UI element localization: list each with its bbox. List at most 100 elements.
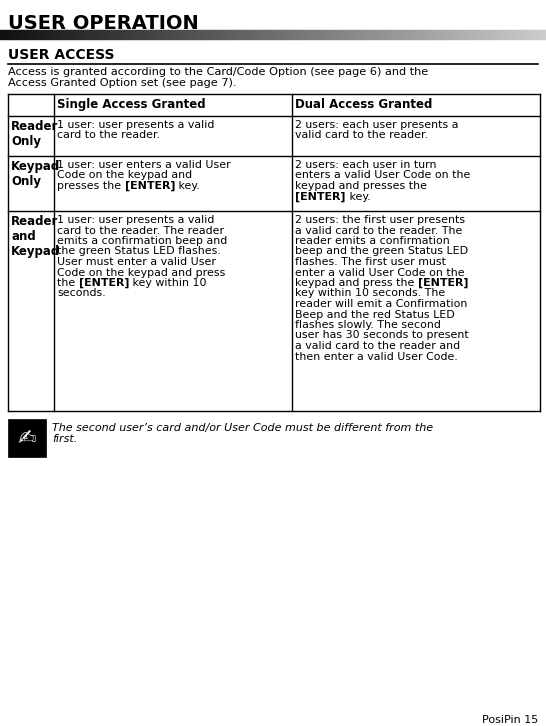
Bar <box>462 30 464 39</box>
Bar <box>530 30 531 39</box>
Bar <box>76 30 78 39</box>
Bar <box>111 30 112 39</box>
Bar <box>349 30 351 39</box>
Bar <box>8 30 10 39</box>
Bar <box>428 30 430 39</box>
Bar <box>502 30 503 39</box>
Bar <box>22 30 23 39</box>
Bar <box>33 30 34 39</box>
Bar <box>238 30 240 39</box>
Bar <box>37 30 38 39</box>
Bar <box>149 30 151 39</box>
Bar <box>78 30 79 39</box>
Bar <box>156 30 157 39</box>
Bar <box>319 30 320 39</box>
Bar <box>364 30 365 39</box>
Text: USER OPERATION: USER OPERATION <box>8 14 199 33</box>
Bar <box>79 30 81 39</box>
Bar <box>424 30 425 39</box>
Bar <box>94 30 96 39</box>
Bar <box>186 30 187 39</box>
Text: the green Status LED flashes.: the green Status LED flashes. <box>57 247 221 256</box>
Bar <box>260 30 262 39</box>
Bar <box>304 30 305 39</box>
Bar <box>333 30 334 39</box>
Bar <box>16 30 18 39</box>
Bar <box>25 30 26 39</box>
Bar <box>394 30 395 39</box>
Bar <box>242 30 244 39</box>
Bar <box>249 30 251 39</box>
Bar <box>538 30 539 39</box>
Bar <box>390 30 391 39</box>
Bar <box>302 30 304 39</box>
Bar <box>5 30 7 39</box>
Bar <box>8 419 46 457</box>
Bar <box>46 30 48 39</box>
Bar <box>11 30 13 39</box>
Bar <box>143 30 144 39</box>
Bar <box>452 30 453 39</box>
Text: card to the reader.: card to the reader. <box>57 131 160 141</box>
Text: the: the <box>57 278 79 288</box>
Bar <box>234 30 235 39</box>
Bar <box>543 30 544 39</box>
Bar <box>176 30 178 39</box>
Bar <box>354 30 356 39</box>
Bar <box>66 30 67 39</box>
Bar <box>400 30 401 39</box>
Bar <box>122 30 123 39</box>
Bar <box>30 30 32 39</box>
Bar <box>387 30 389 39</box>
Bar <box>286 30 287 39</box>
Bar <box>335 30 337 39</box>
Bar <box>311 30 312 39</box>
Bar <box>256 30 257 39</box>
Bar <box>472 30 473 39</box>
Bar <box>343 30 345 39</box>
Bar <box>18 30 19 39</box>
Bar <box>82 30 84 39</box>
Text: Dual Access Granted: Dual Access Granted <box>295 98 432 111</box>
Bar <box>155 30 156 39</box>
Bar <box>54 30 55 39</box>
Text: [ENTER]: [ENTER] <box>295 192 346 202</box>
Text: key within 10: key within 10 <box>129 278 207 288</box>
Bar <box>360 30 361 39</box>
Bar <box>287 30 289 39</box>
Bar <box>309 30 311 39</box>
Bar <box>322 30 323 39</box>
Text: keypad and press the: keypad and press the <box>295 278 418 288</box>
Bar <box>34 30 35 39</box>
Bar <box>489 30 490 39</box>
Bar <box>116 30 118 39</box>
Bar <box>432 30 434 39</box>
Bar <box>487 30 489 39</box>
Bar <box>308 30 309 39</box>
Bar <box>265 30 267 39</box>
Bar <box>431 30 432 39</box>
Bar <box>70 30 71 39</box>
Text: 1 user: user enters a valid User: 1 user: user enters a valid User <box>57 160 231 170</box>
Bar <box>384 30 386 39</box>
Bar <box>41 30 43 39</box>
Bar <box>408 30 409 39</box>
Bar <box>541 30 542 39</box>
Bar <box>140 30 141 39</box>
Text: Beep and the red Status LED: Beep and the red Status LED <box>295 309 455 319</box>
Bar <box>74 30 75 39</box>
Bar <box>226 30 227 39</box>
Bar <box>470 30 471 39</box>
Bar <box>198 30 200 39</box>
Bar <box>44 30 45 39</box>
Bar <box>195 30 197 39</box>
Bar <box>254 30 256 39</box>
Bar <box>189 30 190 39</box>
Bar <box>323 30 324 39</box>
Text: USER ACCESS: USER ACCESS <box>8 48 115 62</box>
Bar <box>325 30 327 39</box>
Bar <box>132 30 133 39</box>
Bar <box>51 30 52 39</box>
Bar <box>434 30 435 39</box>
Bar <box>316 30 317 39</box>
